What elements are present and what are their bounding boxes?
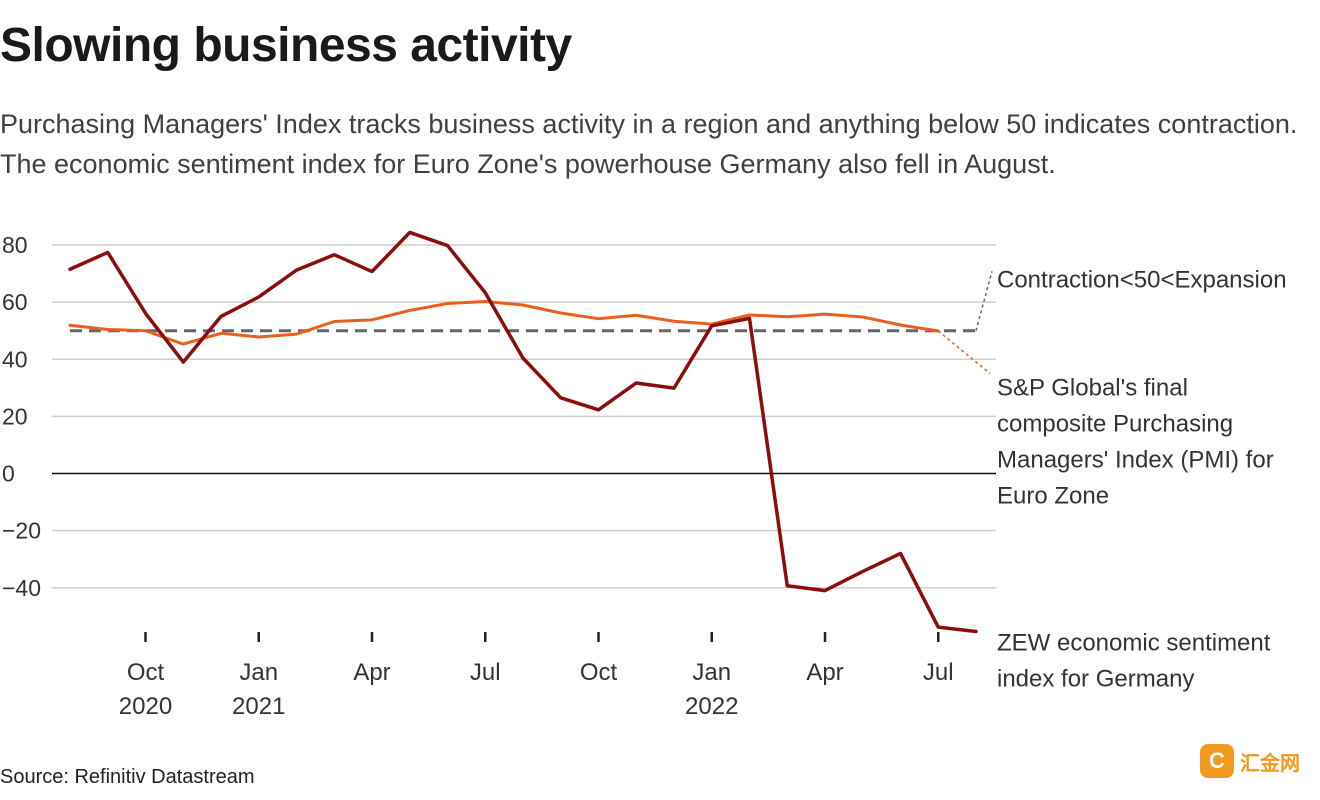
pmi-line — [68, 300, 940, 346]
y-tick-label: 80 — [2, 232, 28, 258]
x-tick-label: Jul — [470, 659, 501, 686]
chart-title: Slowing business activity — [0, 19, 572, 72]
watermark-logo: C 汇金网 — [1200, 744, 1300, 778]
reference-line-layer: Contraction<50<Expansion — [70, 266, 1287, 333]
x-axis: Oct 2020 Jan 2021 Apr Jul Oct Jan 2022 Apr Jul — [119, 632, 954, 720]
logo-icon: C — [1200, 744, 1234, 778]
x-tick-year-label: 2020 — [119, 693, 172, 720]
x-tick-label: Jan — [692, 659, 731, 686]
pmi-series-label: Managers' Index (PMI) for — [997, 447, 1274, 474]
reference-line-label: Contraction<50<Expansion — [997, 266, 1287, 293]
series-layer — [68, 230, 978, 634]
y-tick-label: 40 — [2, 346, 28, 372]
chart-subtitle: Purchasing Managers' Index tracks busine… — [0, 109, 1298, 179]
zew-series-label: ZEW economic sentiment — [997, 629, 1271, 656]
source-note: Source: Refinitiv Datastream — [0, 766, 255, 788]
grid-layer: 80 60 40 20 0 −20 −40 — [2, 232, 996, 601]
reference-label-leader — [975, 271, 993, 331]
pmi-series-label: composite Purchasing — [997, 411, 1233, 438]
x-tick-label: Oct — [127, 659, 165, 686]
x-tick-year-label: 2022 — [685, 693, 738, 720]
x-tick-label: Apr — [806, 659, 843, 686]
x-tick-label: Jul — [923, 659, 954, 686]
y-tick-label: 60 — [2, 289, 28, 315]
x-tick-label: Apr — [353, 659, 390, 686]
zew-line — [68, 230, 978, 634]
pmi-label-leader — [937, 330, 991, 375]
x-tick-label: Jan — [239, 659, 278, 686]
series-labels: S&P Global's final composite Purchasing Ma… — [937, 330, 1274, 692]
zew-series-label: index for Germany — [997, 665, 1194, 692]
pmi-series-label: S&P Global's final — [997, 375, 1188, 402]
x-tick-label: Oct — [580, 659, 618, 686]
y-tick-label: 0 — [2, 461, 15, 487]
y-tick-label: −40 — [2, 575, 41, 601]
x-tick-year-label: 2021 — [232, 693, 285, 720]
y-tick-label: 20 — [2, 403, 28, 429]
logo-text: 汇金网 — [1240, 752, 1300, 775]
pmi-series-label: Euro Zone — [997, 483, 1109, 510]
y-tick-label: −20 — [2, 518, 41, 544]
